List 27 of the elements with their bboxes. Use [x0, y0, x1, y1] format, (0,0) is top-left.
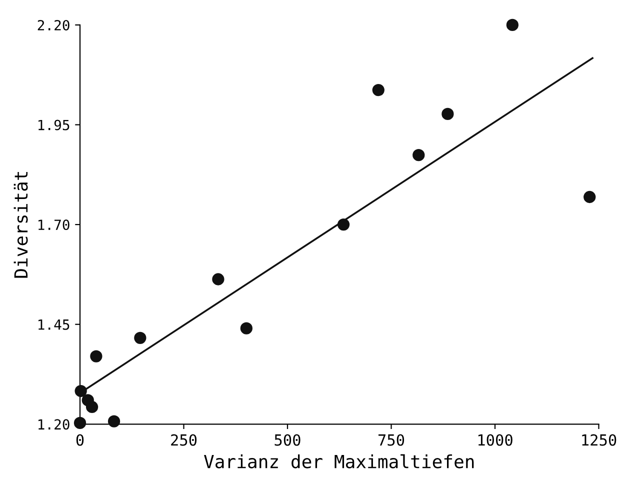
x-tick-label: 500 — [274, 434, 300, 446]
point — [372, 84, 384, 96]
y-tick-label: 1.45 — [38, 320, 70, 330]
point — [240, 322, 252, 334]
y-tick-label: 1.95 — [38, 120, 70, 130]
x-tick-label: 1250 — [582, 434, 616, 446]
point — [212, 273, 224, 286]
point — [337, 218, 350, 231]
y-tick-label: 1.20 — [38, 419, 70, 430]
point — [74, 416, 86, 430]
x-tick-label: 0 — [76, 434, 84, 446]
point — [90, 350, 102, 362]
x-tick-label: 1000 — [478, 434, 512, 446]
x-tick-label: 750 — [378, 434, 404, 446]
y-tick-label: 1.70 — [38, 220, 70, 230]
point — [412, 149, 425, 162]
x-tick-label: 250 — [171, 434, 197, 446]
point — [86, 400, 98, 414]
point — [134, 332, 146, 344]
x-axis-title: Varianz der Maximaltiefen — [204, 454, 474, 468]
y-axis-title: Diversität — [14, 172, 28, 278]
point — [74, 384, 87, 398]
y-tick-label: 2.20 — [38, 20, 70, 30]
point — [506, 18, 519, 32]
point — [442, 108, 454, 120]
point — [108, 415, 120, 428]
point — [584, 190, 596, 204]
